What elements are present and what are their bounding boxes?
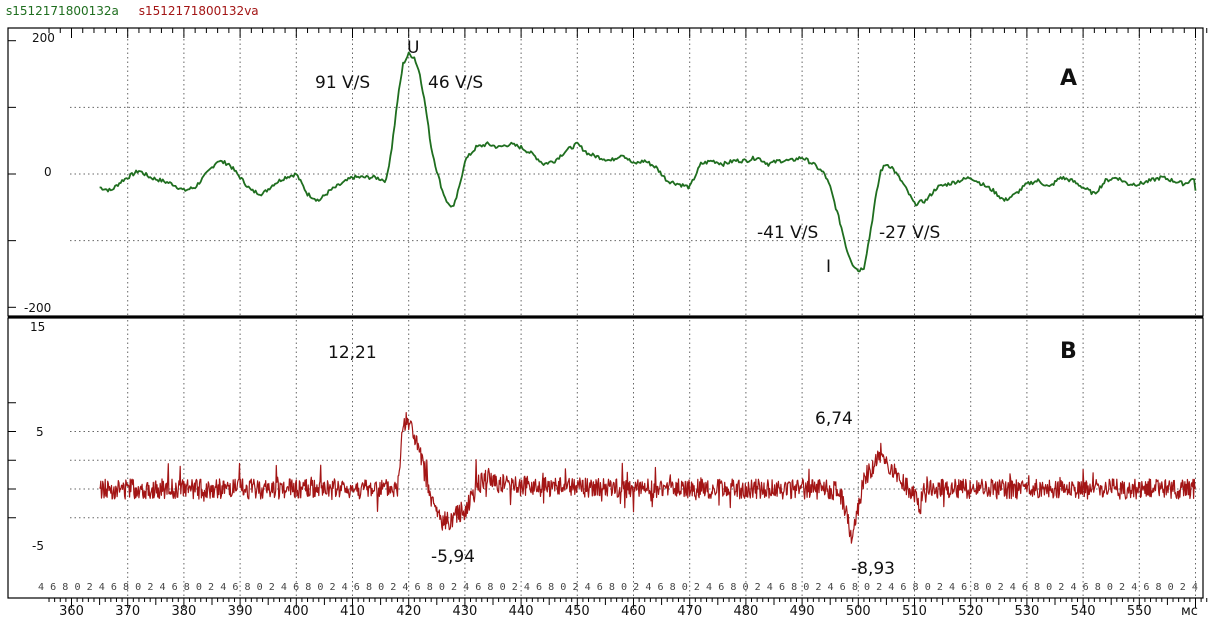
- x-tick-label: 460: [621, 604, 646, 619]
- x-axis-ticks: [48, 598, 1208, 608]
- x-tick-label: 510: [902, 604, 927, 619]
- x-tick-label: 440: [509, 604, 534, 619]
- panel-letter-a: A: [1060, 66, 1077, 91]
- panel-b-grid: [8, 320, 1200, 596]
- x-tick-label: 400: [284, 604, 309, 619]
- annotation-neg5-94: -5,94: [431, 547, 475, 567]
- panel-a-ytick-200: 200: [32, 31, 55, 45]
- annotation-i: I: [826, 257, 831, 277]
- panel-b-ytick-15: 15: [30, 320, 45, 334]
- x-axis-unit: мс: [1181, 604, 1198, 619]
- legend-series-a: s1512171800132a: [6, 4, 119, 18]
- annotation-46-vs: 46 V/S: [428, 73, 483, 93]
- annotation-neg41-vs: -41 V/S: [757, 223, 818, 243]
- legend: s1512171800132a s1512171800132va: [6, 4, 275, 18]
- panel-a-ytick-0: 0: [44, 165, 52, 179]
- x-minor-digits: 4 6 8 0 2 4 6 8 0 2 4 6 8 0 2 4 6 8 0 2 …: [38, 582, 1198, 593]
- panel-letter-b: B: [1060, 339, 1077, 364]
- annotation-12-21: 12,21: [328, 343, 377, 363]
- x-tick-label: 370: [115, 604, 140, 619]
- x-tick-label: 420: [396, 604, 421, 619]
- x-tick-label: 430: [452, 604, 477, 619]
- x-tick-label: 380: [171, 604, 196, 619]
- panel-a-grid: [8, 28, 1208, 315]
- panel-a-frame: [7, 27, 1204, 317]
- panel-b-frame: [7, 317, 1204, 599]
- x-tick-label: 450: [565, 604, 590, 619]
- annotation-6-74: 6,74: [815, 409, 853, 429]
- x-tick-label: 500: [846, 604, 871, 619]
- panel-b-ytick-neg5: -5: [32, 539, 44, 553]
- annotation-91-vs: 91 V/S: [315, 73, 370, 93]
- annotation-u: U: [407, 38, 419, 58]
- x-tick-label: 410: [340, 604, 365, 619]
- x-tick-label: 550: [1127, 604, 1152, 619]
- annotation-neg27-vs: -27 V/S: [879, 223, 940, 243]
- panel-b-ytick-5: 5: [36, 425, 44, 439]
- trace-series-b: [99, 412, 1196, 544]
- trace-series-a: [99, 51, 1197, 273]
- x-tick-label: 390: [228, 604, 253, 619]
- annotation-neg8-93: -8,93: [851, 559, 895, 579]
- x-tick-label: 480: [733, 604, 758, 619]
- panel-a-ytick-neg200: -200: [24, 301, 51, 315]
- x-tick-label: 520: [958, 604, 983, 619]
- x-tick-label: 490: [790, 604, 815, 619]
- x-tick-label: 540: [1071, 604, 1096, 619]
- x-tick-label: 530: [1014, 604, 1039, 619]
- x-tick-label: 360: [59, 604, 84, 619]
- legend-series-b: s1512171800132va: [138, 4, 259, 18]
- x-axis-labels: 360 370 380 390 400 410 420 430 440 450 460 470 480 4…: [59, 604, 1152, 619]
- x-tick-label: 470: [677, 604, 702, 619]
